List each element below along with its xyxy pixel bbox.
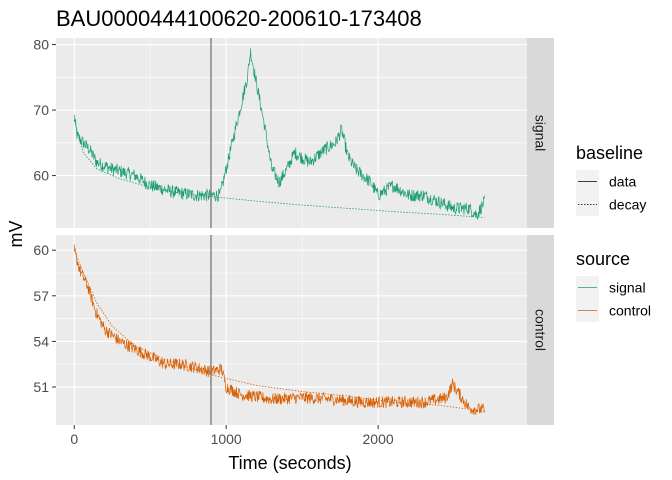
chart-title: BAU0000444100620-200610-173408 bbox=[56, 6, 422, 31]
legend-source: source signal control bbox=[576, 249, 651, 322]
legend-baseline: baseline data decay bbox=[576, 143, 646, 216]
legend-label: control bbox=[609, 303, 651, 319]
facet-strip bbox=[527, 38, 554, 228]
x-tick-label: 2000 bbox=[363, 431, 394, 447]
y-tick-label: 70 bbox=[33, 102, 49, 118]
panel-background bbox=[56, 38, 527, 228]
legend-label: decay bbox=[609, 197, 646, 213]
y-tick-label: 60 bbox=[33, 168, 49, 184]
facet-strip-label: signal bbox=[533, 115, 549, 152]
x-tick-label: 1000 bbox=[211, 431, 242, 447]
y-tick-label: 80 bbox=[33, 37, 49, 53]
decay-line-signal bbox=[73, 119, 485, 218]
y-tick-label: 51 bbox=[33, 379, 49, 395]
y-tick-label: 54 bbox=[33, 333, 49, 349]
facet-strip-label: control bbox=[533, 309, 549, 351]
legend-label: data bbox=[609, 174, 636, 190]
panel-control: 51 54 57 60 control bbox=[33, 235, 554, 425]
panel-background bbox=[56, 235, 527, 425]
legend-label: signal bbox=[609, 280, 646, 296]
facet-strip bbox=[527, 235, 554, 425]
series-line-signal bbox=[73, 48, 485, 221]
legend-title: baseline bbox=[576, 143, 643, 163]
legend-title: source bbox=[576, 249, 630, 269]
series-line-control bbox=[73, 244, 485, 415]
x-tick-label: 0 bbox=[70, 431, 78, 447]
decay-line-control bbox=[73, 250, 485, 412]
y-axis-title: mV bbox=[6, 221, 26, 248]
x-axis-title: Time (seconds) bbox=[228, 453, 351, 473]
panel-signal: 60 70 80 signal bbox=[33, 37, 554, 228]
y-tick-label: 60 bbox=[33, 242, 49, 258]
y-tick-label: 57 bbox=[33, 288, 49, 304]
